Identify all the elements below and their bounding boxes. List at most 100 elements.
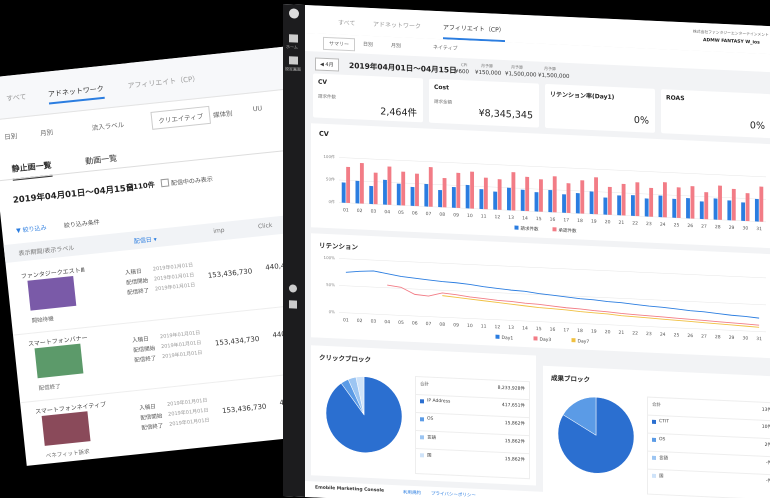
meta-date: 2019年01月01日	[160, 339, 202, 351]
chart-title: クリックブロック	[319, 353, 371, 364]
meta-label: 配信終了	[141, 423, 164, 432]
x-tick-label: 22	[632, 330, 638, 336]
x-tick-label: 17	[563, 217, 569, 223]
bar	[428, 167, 433, 207]
meta-date: 2019年01月01日	[166, 397, 208, 408]
bar	[690, 186, 695, 219]
settings-icon[interactable]	[289, 56, 298, 65]
legend-swatch	[652, 437, 656, 442]
sub-tab[interactable]: 日別	[363, 41, 374, 49]
legend-value: 15,862件	[504, 457, 525, 463]
sub-tab[interactable]: サマリー	[323, 36, 356, 52]
user-icon[interactable]	[289, 284, 297, 293]
legend-label: OS	[427, 416, 434, 422]
y-tick-label: 50件	[326, 175, 335, 181]
chart-panel: CV 0件 50件 100件 01 02 03 04 05 06 07 08 09 10 11 12 13 14 1…	[311, 123, 770, 249]
dashboard-screen: ホーム 設定画面 すべて アドネットワーク アフィリエイト（CP） 株式会社ファンタジーエ…	[283, 4, 770, 498]
bar	[383, 179, 387, 205]
pie	[557, 396, 635, 474]
bar	[520, 189, 525, 211]
sub-tab[interactable]: 流入ラベル	[91, 120, 125, 133]
legend-label: 請求件数	[521, 225, 539, 233]
total-label: 合計	[652, 402, 661, 409]
sub-tab[interactable]: 媒体別	[212, 109, 233, 120]
footer-link[interactable]: プライバシーポリシー	[431, 491, 476, 498]
x-tick-label: 08	[439, 212, 445, 218]
filter-button[interactable]: ▼ 絞り込み	[15, 224, 47, 235]
total-label: 合計	[420, 382, 429, 388]
month-button[interactable]: ◀ 4月	[315, 57, 339, 72]
x-tick-label: 28	[715, 224, 721, 230]
x-tick-label: 03	[371, 208, 377, 214]
bar	[589, 191, 594, 215]
x-tick-label: 27	[701, 223, 707, 229]
sub-tab[interactable]: クリエイティブ	[150, 105, 211, 130]
budget-value: ¥1,500,000	[505, 71, 537, 79]
bar	[442, 177, 447, 208]
tab[interactable]: すべて	[5, 92, 27, 103]
x-tick-label: 06	[412, 210, 418, 216]
home-icon[interactable]	[289, 34, 298, 43]
grid-line	[339, 202, 766, 223]
bar	[493, 191, 498, 210]
row-line	[20, 370, 319, 404]
bar	[580, 180, 585, 214]
sub-tab[interactable]: ネイティブ	[433, 44, 458, 52]
x-tick-label: 26	[687, 333, 693, 339]
x-tick-label: 09	[453, 212, 459, 218]
legend-label: OS	[659, 437, 666, 443]
legend-swatch	[420, 417, 424, 422]
sub-tab[interactable]: 月別	[39, 128, 54, 138]
legend-label: Day3	[540, 337, 552, 344]
legend-value: -件	[765, 478, 770, 485]
legend-label: 国	[427, 453, 432, 459]
y-tick-label: 100件	[323, 153, 335, 160]
bar	[741, 202, 746, 221]
grid-line	[339, 179, 766, 200]
budget-label: 月予算	[481, 62, 493, 69]
line	[387, 284, 760, 326]
meta-label: 入稿日	[131, 336, 150, 345]
bar	[644, 198, 649, 217]
sub-tab[interactable]: 日別	[3, 132, 18, 142]
x-tick-label: 07	[426, 211, 432, 217]
bar	[511, 172, 516, 211]
bar	[603, 197, 608, 215]
meta-date: 2019年01月01日	[152, 262, 194, 273]
x-tick-label: 13	[508, 215, 514, 221]
meta-label: 配信開始	[133, 345, 156, 355]
pie-slice	[355, 376, 365, 415]
sub-tab[interactable]: UU	[252, 104, 263, 114]
logo	[289, 8, 299, 19]
x-tick-label: 29	[729, 225, 735, 231]
legend-value: 10件	[761, 424, 770, 431]
bar	[686, 198, 690, 219]
bar	[525, 176, 530, 212]
legend-label: 承認件数	[559, 227, 577, 235]
view-tab[interactable]: 動画一覧	[84, 153, 118, 167]
row-line	[648, 432, 770, 440]
total-value: 8,233,928件	[497, 385, 525, 392]
logout-icon[interactable]	[289, 300, 297, 309]
meta-date: 2019年01月01日	[154, 282, 196, 293]
x-tick-label: 09	[453, 322, 459, 328]
creative-status: 配信終了	[38, 383, 62, 393]
legend-swatch	[495, 334, 500, 339]
x-tick-label: 24	[660, 332, 666, 338]
chart-title: 成果ブロック	[551, 374, 590, 384]
x-tick-label: 20	[605, 219, 611, 225]
card-title: CV	[318, 78, 328, 87]
y-tick-label: 50%	[326, 282, 335, 287]
sub-tab[interactable]: 月別	[391, 42, 402, 50]
legend-swatch	[533, 336, 538, 341]
x-tick-label: 11	[481, 213, 487, 219]
bar	[424, 183, 429, 207]
x-tick-label: 28	[715, 334, 721, 340]
tab[interactable]: すべて	[338, 19, 356, 28]
footer-link[interactable]: 利用規約	[403, 490, 421, 497]
card-value: 2,464件	[380, 106, 417, 120]
checkbox[interactable]	[160, 178, 170, 188]
bar	[704, 192, 709, 220]
legend-label: 言語	[659, 456, 668, 462]
